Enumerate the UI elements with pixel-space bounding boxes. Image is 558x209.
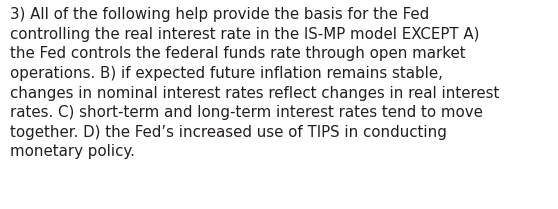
Text: 3) All of the following help provide the basis for the Fed
controlling the real : 3) All of the following help provide the…	[10, 7, 499, 159]
